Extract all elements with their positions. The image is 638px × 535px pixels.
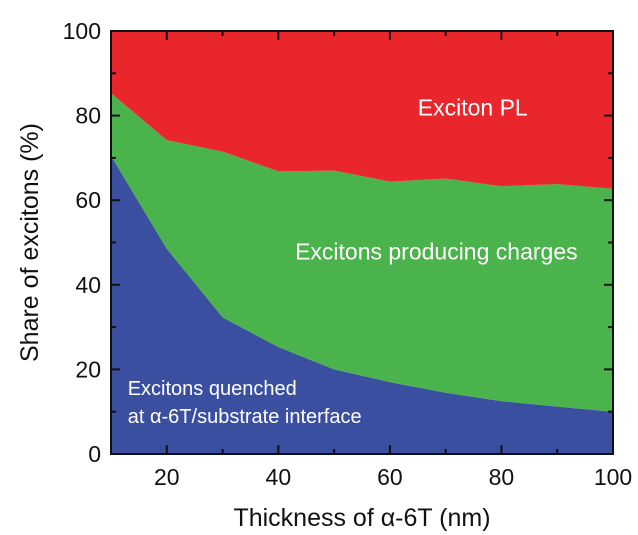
area-series-3	[111, 31, 613, 189]
excitons-quenched-label-line-2: at α-6T/substrate interface	[128, 406, 362, 428]
tick-layer: 0 20 40 60 80 100 20 40 60 80 100	[63, 18, 633, 490]
area-layer	[111, 31, 613, 455]
exciton-pl-label: Exciton PL	[418, 95, 528, 121]
x-tick-label: 80	[489, 464, 515, 490]
x-tick-label: 60	[377, 464, 403, 490]
y-tick-label: 20	[75, 356, 101, 382]
y-tick-label: 40	[75, 272, 101, 298]
excitons-charges-label: Excitons producing charges	[295, 238, 578, 264]
x-tick-label: 20	[154, 464, 180, 490]
area-series-1	[111, 155, 613, 455]
excitons-charges-label-line-1: Excitons producing charges	[295, 238, 578, 264]
exciton-pl-label-line-1: Exciton PL	[418, 95, 528, 121]
y-tick-label: 60	[75, 187, 101, 213]
x-tick-label: 100	[594, 464, 632, 490]
area-series-2	[111, 93, 613, 412]
excitons-quenched-label-line-1: Excitons quenched	[128, 378, 297, 400]
y-tick-label: 0	[88, 441, 101, 467]
excitons-quenched-label: Excitons quenched at α-6T/substrate inter…	[128, 378, 362, 428]
annotation-layer: Excitons quenched at α-6T/substrate inter…	[128, 95, 578, 428]
y-axis-title: Share of excitons (%)	[16, 123, 44, 362]
x-tick-label: 40	[266, 464, 292, 490]
x-axis-title: Thickness of α-6T (nm)	[233, 504, 490, 532]
y-tick-label: 80	[75, 103, 101, 129]
y-tick-label: 100	[63, 18, 101, 44]
